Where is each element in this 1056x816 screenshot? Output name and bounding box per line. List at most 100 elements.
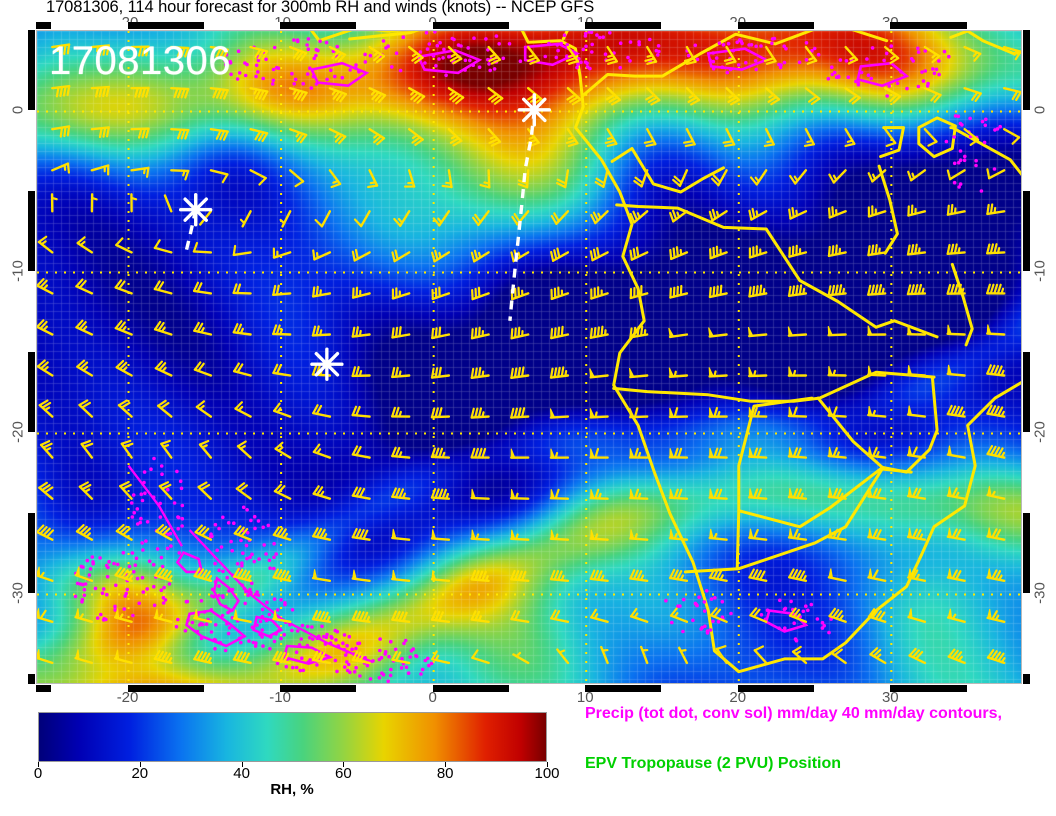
axis-tick-segment: [36, 685, 51, 692]
precip-total-dot: [369, 677, 373, 681]
precip-total-dot: [813, 47, 817, 51]
wind-barb: [353, 570, 371, 581]
precip-total-dot: [484, 37, 488, 41]
precip-total-dot: [152, 563, 156, 567]
precip-total-dot: [81, 565, 85, 569]
wind-barb: [509, 245, 528, 261]
wind-barb: [987, 365, 1005, 375]
precip-total-dot: [817, 53, 821, 57]
precip-total-dot: [601, 35, 605, 39]
precip-total-dot: [227, 521, 231, 525]
precip-total-dot: [253, 527, 257, 531]
rh-colorbar: [38, 712, 547, 762]
wind-barb: [867, 244, 885, 255]
wind-barb: [274, 569, 292, 581]
wind-barb: [710, 489, 728, 499]
precip-total-dot: [254, 641, 258, 645]
wind-barb: [962, 88, 981, 101]
wind-barb: [200, 439, 218, 458]
wind-barb: [37, 524, 56, 539]
precip-total-dot: [922, 79, 926, 83]
precip-total-dot: [264, 58, 268, 62]
wind-barb: [513, 650, 530, 662]
precip-total-dot: [721, 600, 725, 604]
wind-barb: [470, 245, 489, 261]
wind-barb: [591, 570, 609, 581]
wind-barb: [274, 403, 293, 417]
precip-total-dot: [262, 543, 266, 547]
wind-barb: [789, 488, 807, 499]
axis-tick-segment: [738, 22, 814, 29]
precip-total-dot: [584, 45, 588, 49]
precip-total-dot: [166, 547, 170, 551]
precip-total-dot: [926, 84, 930, 88]
precip-total-dot: [792, 621, 796, 625]
precip-total-dot: [770, 42, 774, 46]
precip-total-dot: [311, 637, 315, 641]
precip-total-dot: [712, 60, 716, 64]
axis-tick-segment: [28, 674, 35, 684]
wind-barb: [511, 571, 529, 581]
wind-barb: [601, 645, 612, 662]
wind-barb: [988, 649, 1007, 663]
precip-total-dot: [248, 588, 252, 592]
wind-barb: [273, 610, 291, 622]
wind-barb: [132, 168, 150, 179]
precip-total-dot: [88, 573, 92, 577]
precip-total-dot: [217, 527, 221, 531]
wind-barb: [392, 488, 410, 498]
wind-barb: [195, 362, 214, 376]
wind-barb: [312, 285, 330, 296]
axis-ticks-right: [1023, 30, 1030, 684]
wind-barb: [589, 326, 607, 338]
precip-total-dot: [320, 625, 324, 629]
precip-total-dot: [784, 47, 788, 51]
precip-total-dot: [152, 457, 156, 461]
precip-total-dot: [427, 664, 431, 668]
precip-total-dot: [173, 501, 177, 505]
precip-total-dot: [847, 75, 851, 79]
wind-barb: [789, 367, 806, 376]
wind-barb: [275, 483, 294, 498]
forecast-map[interactable]: 17081306: [36, 30, 1022, 684]
precip-total-dot: [963, 155, 967, 159]
precip-total-dot: [802, 610, 806, 614]
precip-total-dot: [140, 492, 144, 496]
axis-tick-label-y: -10: [1032, 261, 1049, 283]
precip-total-dot: [214, 523, 218, 527]
wind-barb: [948, 528, 966, 540]
wind-barb: [557, 647, 571, 663]
coastline-layer: [168, 31, 1021, 672]
precip-total-dot: [773, 37, 777, 41]
precip-total-dot: [744, 61, 748, 65]
precip-total-dot: [245, 557, 249, 561]
precip-total-dot: [794, 637, 798, 641]
precip-total-dot: [729, 612, 733, 616]
coastline-path: [614, 372, 934, 401]
wind-barb: [171, 129, 188, 138]
precip-total-dot: [96, 616, 100, 620]
wind-barb: [273, 325, 290, 334]
wind-barb: [271, 244, 290, 257]
precip-total-dot: [308, 658, 312, 662]
precip-total-dot: [162, 586, 166, 590]
wind-barb: [78, 236, 97, 253]
wind-barb: [562, 88, 580, 106]
precip-total-dot: [737, 63, 741, 67]
precip-total-dot: [711, 620, 715, 624]
precip-total-dot: [472, 36, 476, 40]
wind-barb: [948, 365, 966, 376]
precip-total-dot: [865, 57, 869, 61]
precip-total-dot: [358, 674, 362, 678]
precip-total-dot: [348, 671, 352, 675]
wind-barb: [908, 285, 925, 294]
precip-total-dot: [911, 59, 915, 63]
wind-barb: [483, 88, 502, 105]
wind-barb: [351, 245, 370, 261]
precip-total-dot: [798, 61, 802, 65]
precip-total-dot: [703, 609, 707, 613]
wind-barb: [557, 169, 568, 187]
wind-barb: [755, 645, 773, 663]
axis-tick-segment: [36, 22, 51, 29]
wind-barb: [868, 285, 886, 295]
